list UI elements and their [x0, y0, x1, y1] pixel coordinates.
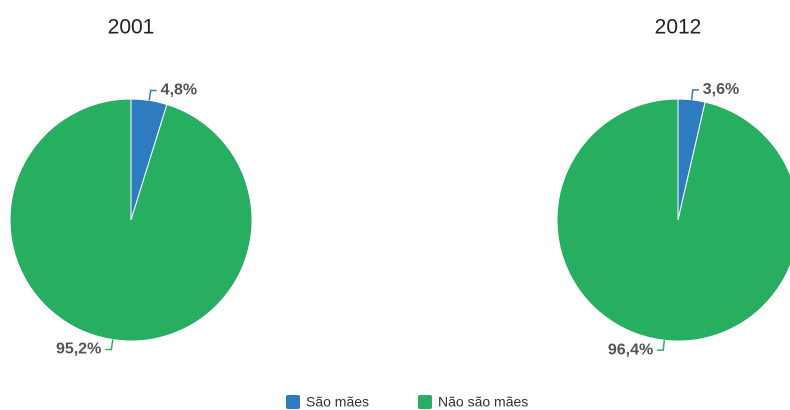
legend-swatch — [286, 395, 300, 409]
pie-slice — [9, 98, 253, 342]
leader-line — [105, 339, 114, 351]
pie-slice — [556, 98, 790, 342]
legend-swatch — [418, 395, 432, 409]
data-label: 4,8% — [161, 82, 197, 99]
legend-label: Não são mães — [438, 394, 528, 410]
data-label: 95,2% — [56, 341, 101, 358]
leader-line — [148, 89, 157, 101]
chart-title: 2012 — [655, 16, 702, 39]
leader-line — [690, 89, 699, 100]
leader-line — [657, 340, 666, 351]
legend-label: São mães — [306, 394, 369, 410]
data-label: 3,6% — [703, 81, 739, 98]
chart-title: 2001 — [108, 16, 155, 39]
data-label: 96,4% — [608, 341, 653, 358]
